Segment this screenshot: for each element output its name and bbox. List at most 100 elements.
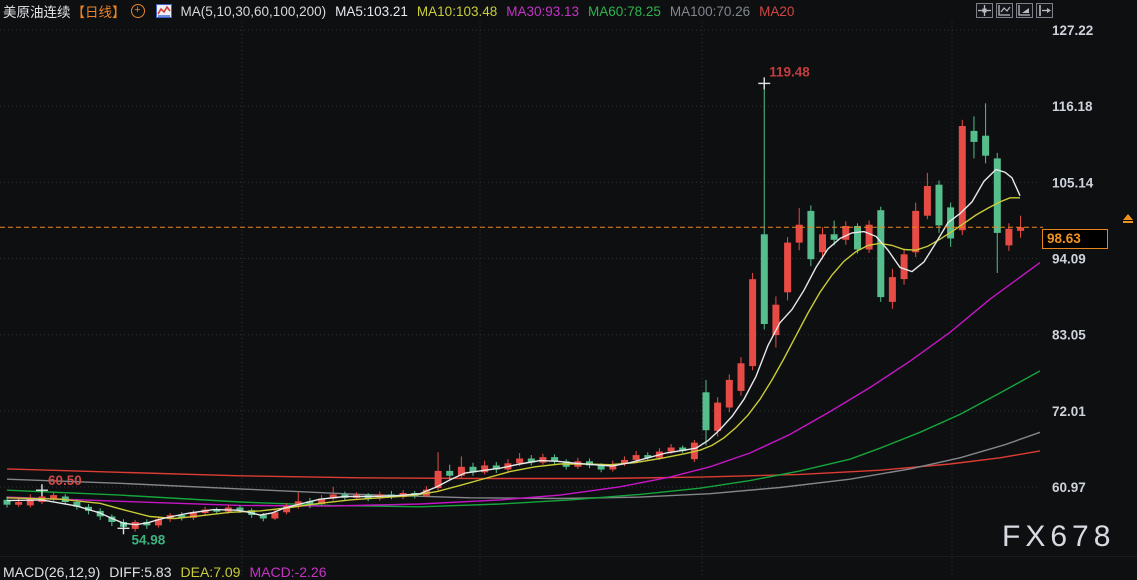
candle-body xyxy=(236,507,244,511)
candle-body xyxy=(970,130,978,142)
dea-value: DEA:7.09 xyxy=(180,564,241,580)
candle-body xyxy=(1005,228,1013,246)
candle-body xyxy=(795,224,803,243)
ma5-value: MA5:103.21 xyxy=(335,3,408,19)
gridlines xyxy=(0,22,1040,575)
price-marker-icon xyxy=(1122,214,1134,224)
period-label[interactable]: 【日线】 xyxy=(71,5,126,20)
candle-body xyxy=(131,522,139,529)
ma-line-ma30 xyxy=(6,262,1041,507)
compress-chart-icon[interactable] xyxy=(996,3,1013,18)
ma10-value: MA10:103.48 xyxy=(416,3,498,19)
candle-body xyxy=(457,466,465,476)
candle-body xyxy=(189,513,197,518)
chart-title: 美原油连续 【日线】 + xyxy=(3,1,145,21)
candle-body xyxy=(434,470,442,489)
y-axis-label: 105.14 xyxy=(1052,175,1094,190)
candle-body xyxy=(213,509,221,512)
macd-value: MACD:-2.26 xyxy=(249,564,327,580)
y-axis-label: 94.09 xyxy=(1052,252,1086,267)
expand-chart-icon[interactable] xyxy=(1016,3,1033,18)
candle-body xyxy=(865,224,873,250)
candle-body xyxy=(912,210,920,253)
candle-body xyxy=(993,158,1001,233)
y-axis-labels: 127.22 116.18 105.14 94.09 83.05 72.01 60.97 xyxy=(1052,23,1094,495)
candle-body xyxy=(819,234,826,253)
ma30-value: MA30:93.13 xyxy=(506,3,580,19)
price-annotation: 60.50 xyxy=(48,473,82,488)
ma-lines-fast xyxy=(6,168,1021,526)
y-axis-label: 127.22 xyxy=(1052,23,1093,38)
candle-body xyxy=(679,447,687,451)
ma100-value: MA100:70.26 xyxy=(669,3,751,19)
candle-body xyxy=(143,522,151,526)
candle-body xyxy=(26,498,34,506)
candle-body xyxy=(877,210,885,298)
y-axis-label: 116.18 xyxy=(1052,99,1093,114)
diff-value: DIFF:5.83 xyxy=(109,564,172,580)
candle-body xyxy=(586,461,593,466)
candle-body xyxy=(73,502,81,507)
zoom-add-icon[interactable]: + xyxy=(130,4,145,18)
candle-body xyxy=(259,515,267,519)
candle-body xyxy=(329,494,337,499)
chart-style-icon[interactable] xyxy=(155,4,172,18)
candle-body xyxy=(667,447,675,452)
candle-body xyxy=(1017,227,1025,231)
candle-body xyxy=(842,226,850,240)
candle-body xyxy=(923,186,931,216)
candle-body xyxy=(50,495,58,500)
ma20-value: MA20 xyxy=(759,3,795,19)
candle-body xyxy=(108,516,116,522)
candle-body xyxy=(318,498,326,504)
candle-body xyxy=(632,455,640,460)
candle-body xyxy=(854,226,861,250)
candle-body xyxy=(516,458,524,464)
ma-line-ma20 xyxy=(6,450,1041,480)
candle-body xyxy=(621,459,628,464)
candle-body xyxy=(597,465,605,470)
ma-line-ma5 xyxy=(6,168,1021,526)
y-axis-label: 60.97 xyxy=(1052,480,1086,495)
candle-body xyxy=(446,470,454,476)
candles xyxy=(3,83,1025,532)
y-axis-label: 83.05 xyxy=(1052,328,1086,343)
annotations: 60.50 54.98 119.48 xyxy=(35,64,810,547)
ma-line-ma10 xyxy=(6,197,1020,520)
candle-body xyxy=(760,234,768,324)
candle-body xyxy=(784,242,792,293)
candle-body xyxy=(982,135,990,156)
candle-body xyxy=(958,126,966,231)
candle-body xyxy=(481,465,489,473)
candle-body xyxy=(527,458,535,463)
price-annotation: 54.98 xyxy=(132,532,166,547)
candle-body xyxy=(702,392,710,431)
chart-header: 美原油连续 【日线】 + MA(5,10,30,60,100,200) MA5:… xyxy=(0,0,1137,22)
y-axis-label: 72.01 xyxy=(1052,404,1086,419)
candle-body xyxy=(772,304,780,336)
shift-right-icon[interactable] xyxy=(1036,3,1053,18)
candle-body xyxy=(271,512,279,519)
crosshair-tool-icon[interactable] xyxy=(976,3,993,18)
candle-body xyxy=(155,519,162,526)
candle-body xyxy=(935,184,943,226)
chart-toolbar xyxy=(976,3,1053,18)
pane-divider xyxy=(0,556,1137,557)
candle-body xyxy=(888,277,896,302)
ma-line-ma60 xyxy=(6,370,1041,508)
candle-body xyxy=(178,515,186,518)
candle-body xyxy=(3,499,11,505)
last-price-tag: 98.63 xyxy=(1042,229,1108,250)
candle-body xyxy=(492,465,500,470)
candle-body xyxy=(551,457,559,462)
candle-body xyxy=(469,466,477,473)
candle-body xyxy=(947,207,955,239)
candle-body xyxy=(283,506,291,513)
candle-body xyxy=(306,501,314,505)
candle-body xyxy=(644,455,652,458)
candle-body xyxy=(609,464,617,470)
candle-body xyxy=(900,254,908,280)
fx678-watermark: FX678 xyxy=(1002,520,1116,553)
candle-body xyxy=(539,457,547,463)
